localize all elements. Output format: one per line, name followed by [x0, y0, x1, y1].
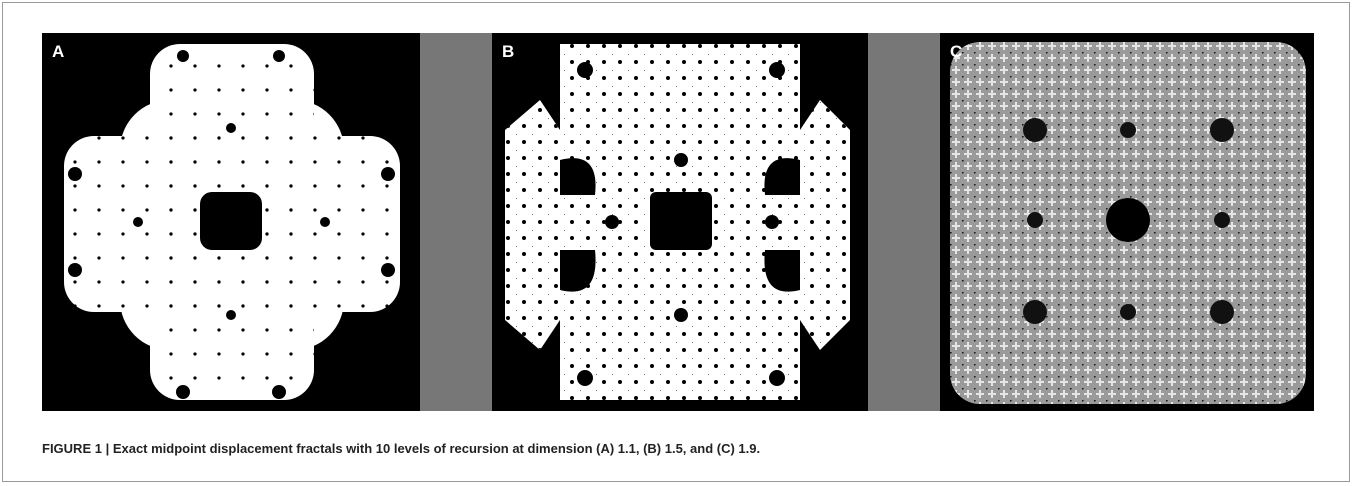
figure: A B C [42, 33, 1314, 411]
panel-label: A [52, 42, 64, 61]
figure-caption: FIGURE 1 | Exact midpoint displacement f… [42, 441, 761, 456]
fractal-c [950, 42, 1306, 404]
panel-label: B [502, 42, 514, 61]
panel-label: C [950, 42, 962, 61]
fractal-b [505, 44, 850, 400]
fractal-a [64, 44, 400, 400]
